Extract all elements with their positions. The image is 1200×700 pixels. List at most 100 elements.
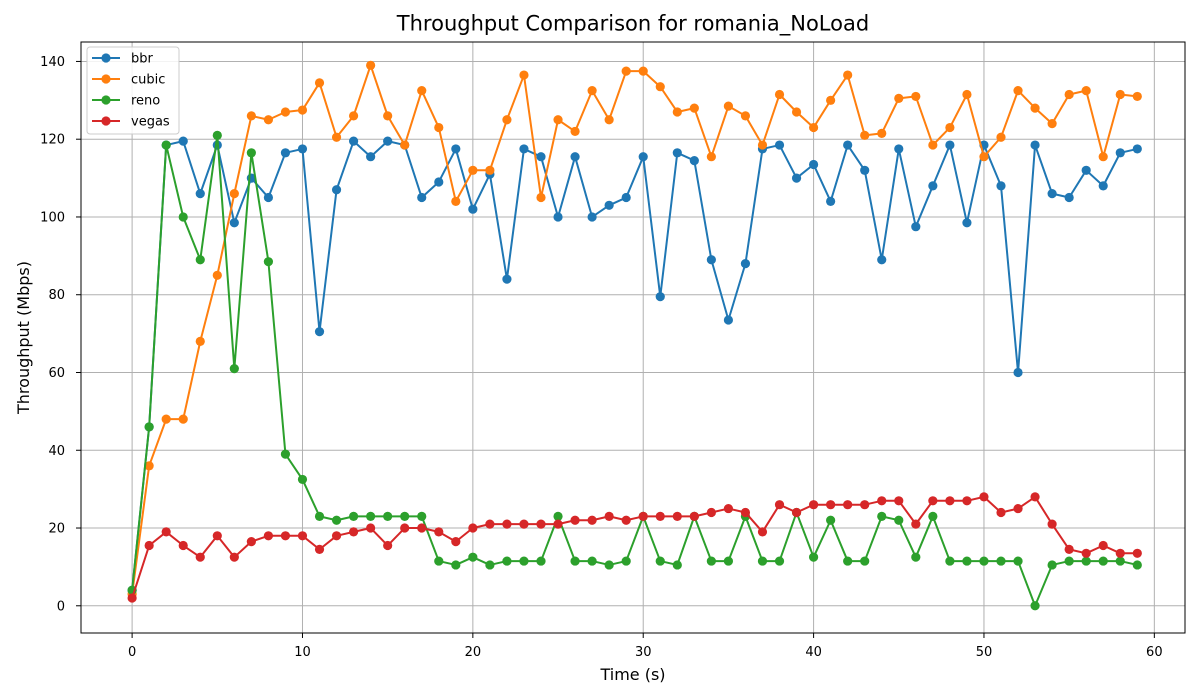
data-point-bbr [280,148,291,158]
data-point-vegas [979,492,989,502]
y-axis-label: Throughput (Mbps) [14,261,33,415]
data-point-cubic [1081,86,1091,96]
data-point-vegas [485,519,495,529]
data-point-bbr [996,181,1006,191]
data-point-cubic [587,86,597,96]
data-point-reno [485,560,495,570]
y-tick-label: 0 [57,599,65,614]
data-point-bbr [689,155,699,166]
data-point-vegas [655,511,665,521]
data-point-bbr [195,189,205,199]
data-point-cubic [757,140,768,150]
data-point-reno [774,556,785,566]
data-point-vegas [1030,492,1040,502]
data-point-vegas [587,515,597,525]
data-point-cubic [1064,89,1074,100]
data-point-bbr [774,140,785,150]
data-point-bbr [791,173,802,183]
data-point-cubic [280,107,291,117]
data-point-reno [434,556,444,566]
data-point-reno [1081,556,1091,566]
data-point-cubic [911,91,921,102]
data-point-vegas [468,523,478,533]
y-tick-label: 60 [48,366,65,381]
data-point-reno [263,257,274,267]
data-point-reno [331,515,342,525]
data-point-cubic [791,107,802,117]
data-point-bbr [1064,192,1074,203]
data-point-cubic [348,111,359,121]
data-point-reno [348,511,359,521]
data-point-cubic [723,101,734,111]
data-point-reno [417,511,427,521]
data-point-reno [723,556,734,566]
data-point-cubic [246,111,256,121]
data-point-vegas [826,500,836,510]
data-point-reno [383,511,393,521]
data-point-bbr [451,144,461,154]
x-tick-label: 50 [976,645,993,660]
data-point-reno [604,560,614,570]
data-point-cubic [161,414,171,424]
data-point-reno [655,556,665,566]
data-point-reno [843,556,853,566]
series-bbr [127,136,1142,595]
data-point-reno [1132,560,1142,570]
legend-item-cubic: cubic [92,73,165,88]
data-point-vegas [502,519,512,529]
data-point-reno [996,556,1006,566]
data-point-cubic [655,82,665,92]
data-point-reno [808,552,819,562]
x-tick-label: 30 [635,645,652,660]
data-point-vegas [161,527,171,537]
data-point-reno [195,255,205,265]
data-point-reno [1013,556,1023,566]
data-point-cubic [451,196,461,207]
x-tick-label: 20 [465,645,482,660]
data-point-vegas [195,552,205,562]
data-point-reno [1047,560,1057,570]
data-point-reno [297,474,308,485]
data-point-bbr [229,218,239,228]
data-point-vegas [808,500,819,510]
data-point-reno [570,556,580,566]
data-point-reno [314,511,325,521]
data-point-cubic [212,270,222,280]
data-point-reno [706,556,716,566]
data-point-vegas [1098,540,1108,551]
data-point-reno [280,449,291,459]
data-point-reno [144,422,154,432]
data-point-reno [178,212,188,222]
series-vegas [127,492,1142,603]
data-point-cubic [672,107,682,117]
data-point-bbr [383,136,393,146]
legend-marker [101,53,111,63]
data-point-reno [672,560,682,570]
data-point-vegas [127,593,137,603]
data-point-vegas [229,552,239,562]
data-point-vegas [178,540,188,551]
data-point-cubic [877,128,887,138]
data-point-cubic [621,66,631,76]
data-point-vegas [877,496,887,506]
data-point-bbr [638,152,648,162]
data-point-cubic [417,86,427,96]
data-point-cubic [434,122,444,133]
legend: bbr cubic reno vegas [86,46,180,135]
y-tick-label: 100 [40,210,65,225]
legend-label: vegas [131,115,170,130]
data-point-bbr [468,204,478,214]
data-point-cubic [314,78,325,88]
data-point-bbr [331,185,342,195]
data-point-vegas [246,537,256,547]
data-point-bbr [178,136,188,146]
data-point-reno [502,556,512,566]
data-point-reno [451,560,461,570]
x-tick-label: 10 [294,645,311,660]
data-point-cubic [928,140,938,150]
legend-item-bbr: bbr [92,52,154,67]
data-point-reno [1098,556,1108,566]
data-point-bbr [604,200,614,210]
data-point-vegas [417,523,427,533]
data-point-vegas [1013,503,1023,514]
